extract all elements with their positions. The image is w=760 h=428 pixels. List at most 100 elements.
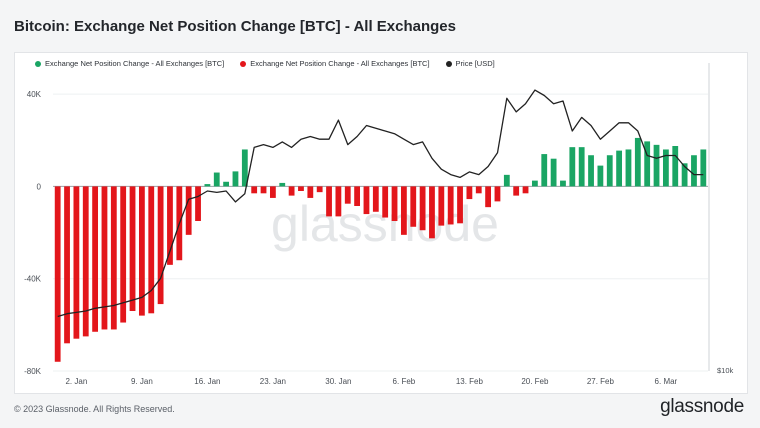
bar [691,155,697,187]
bar [288,186,295,196]
bar [681,163,688,187]
bar [269,186,276,198]
bar [700,149,707,187]
bar [569,147,576,187]
x-tick-label: 13. Feb [456,377,484,386]
bar [82,186,89,337]
legend-label: Exchange Net Position Change - All Excha… [45,59,225,68]
bar [298,186,304,191]
bar [223,181,230,187]
bar [616,150,623,187]
bar [157,186,164,305]
y-tick-label: -80K [24,367,42,376]
bar [485,186,492,208]
bar [148,186,155,314]
bar [400,186,407,235]
legend-dot-green-icon [35,60,41,67]
x-tick-label: 20. Feb [521,377,549,386]
bar [185,186,192,235]
legend-dot-black-icon [445,60,452,67]
bar [138,186,145,316]
x-tick-label: 30. Jan [325,377,351,386]
bar [354,186,361,206]
bar [662,149,669,187]
bar [279,182,286,187]
legend-dot-red-icon [240,60,247,67]
chart-panel: Exchange Net Position Change - All Excha… [14,52,748,394]
bar [241,149,248,187]
bar [232,171,239,187]
bar [391,186,398,221]
legend-label: Price [USD] [455,59,495,68]
bar [120,186,127,323]
y-tick-label: -40K [24,275,42,284]
copyright: © 2023 Glassnode. All Rights Reserved. [14,404,175,414]
bar [213,172,220,187]
bar [550,158,557,187]
bar [466,186,473,200]
bar [344,186,351,204]
bar [644,141,651,187]
y-tick-label: 40K [27,90,42,99]
legend-label: Exchange Net Position Change - All Excha… [250,59,430,68]
x-tick-label: 27. Feb [587,377,615,386]
x-tick-label: 6. Mar [655,377,678,386]
bar [73,186,80,339]
bar [634,137,641,187]
bar [588,155,594,187]
bar [606,155,613,187]
bar [494,186,501,202]
x-tick-label: 16. Jan [194,377,220,386]
bar [64,186,70,344]
y-tick-label: 0 [37,182,42,191]
bar [260,186,267,194]
bar [429,186,435,239]
bar [316,186,323,193]
bar [92,186,99,332]
bar [204,184,211,187]
x-tick-label: 23. Jan [260,377,286,386]
bar [326,186,332,217]
bar [625,149,632,187]
bar [410,186,417,227]
bar [513,186,520,196]
bar [54,186,61,362]
bar [653,144,660,187]
bar [457,186,463,224]
bar [578,147,585,187]
bar [475,186,482,194]
bar [531,180,538,187]
x-tick-label: 9. Jan [131,377,153,386]
x-tick-label: 6. Feb [393,377,416,386]
bar [195,186,201,221]
bar [167,186,173,265]
bar [560,180,566,187]
bar [251,186,258,194]
bar [522,186,529,194]
bar [363,186,370,215]
bar [110,186,117,330]
bar [101,186,108,330]
bar [129,186,136,311]
chart-title: Bitcoin: Exchange Net Position Change [B… [14,18,456,35]
right-axis-label: $10k [717,366,734,375]
bar [503,174,510,187]
price-line [57,89,704,318]
x-tick-label: 2. Jan [65,377,87,386]
price-line-group [57,89,704,318]
bar [372,186,379,212]
bar [382,186,389,218]
bar [672,146,679,187]
axes: 40K 0 -40K -80K $10k 2. Jan 9. Jan 16. Jan 23. J… [24,63,734,386]
glassnode-logo[interactable]: glassnode [660,396,744,417]
legend-item-price[interactable]: Price [USD] [445,59,495,68]
legend-item-outflow[interactable]: Exchange Net Position Change - All Excha… [240,59,430,68]
bar [335,186,342,217]
bar [438,186,445,226]
bar [307,186,314,198]
bar [419,186,426,231]
legend: Exchange Net Position Change - All Excha… [35,59,495,68]
legend-item-inflow[interactable]: Exchange Net Position Change - All Excha… [35,59,224,68]
bar [447,186,454,225]
